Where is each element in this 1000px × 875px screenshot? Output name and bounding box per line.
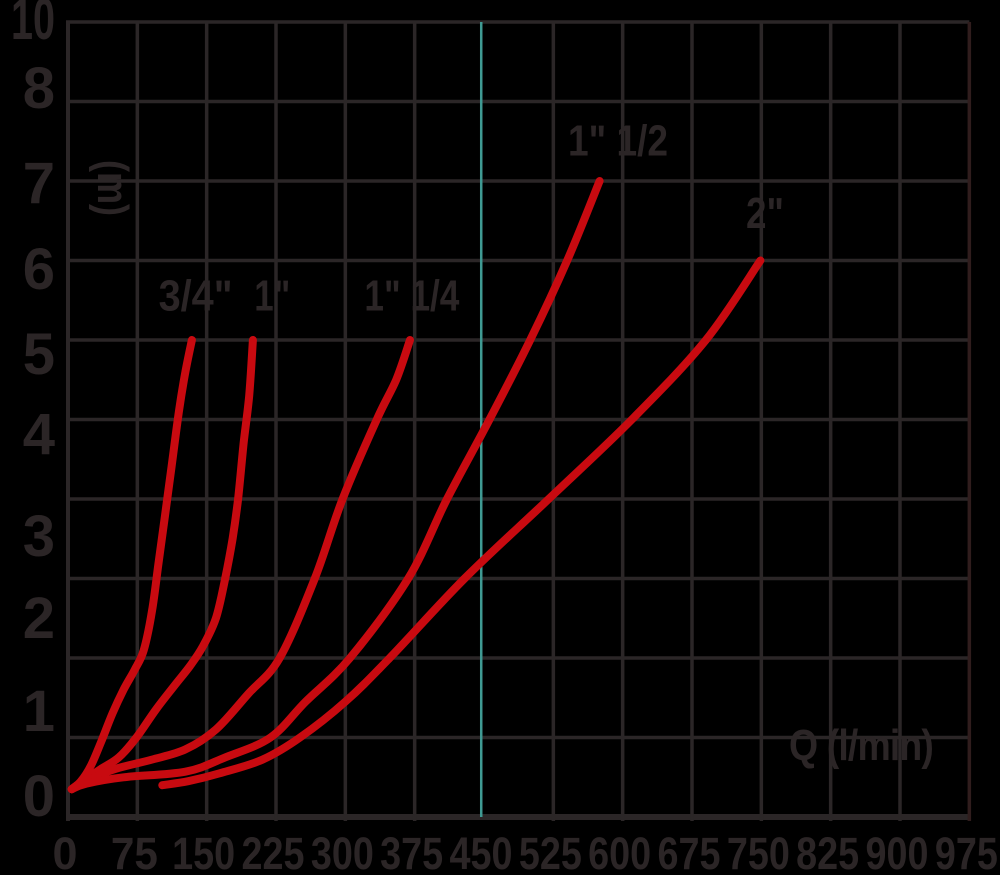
x-tick-label: 675 xyxy=(657,828,720,875)
curve-label-curve-1-1-2-inch: 1" 1/2 xyxy=(568,117,668,166)
x-tick-label: 0 xyxy=(52,828,77,875)
x-tick-label: 150 xyxy=(172,828,235,875)
x-tick-label: 975 xyxy=(935,828,998,875)
curve-label-curve-2-inch: 2" xyxy=(746,189,784,238)
x-tick-label: 300 xyxy=(311,828,374,875)
curve-1-1-2-inch xyxy=(67,177,604,794)
curve-2-inch xyxy=(158,256,765,790)
y-tick-label: 6 xyxy=(23,237,55,302)
y-tick-label: 4 xyxy=(23,402,55,467)
curve-1-inch xyxy=(67,336,257,794)
curve-label-curve-3-4-inch: 3/4" xyxy=(159,272,233,321)
y-tick-label: 1 xyxy=(23,679,55,744)
y-tick-label: 10 xyxy=(11,0,55,52)
x-tick-label: 450 xyxy=(449,828,512,875)
x-tick-label: 900 xyxy=(865,828,928,875)
x-tick-label: 225 xyxy=(241,828,304,875)
y-tick-label: 5 xyxy=(23,322,55,387)
y-tick-label: 8 xyxy=(23,56,55,121)
y-tick-label: 7 xyxy=(23,151,55,216)
x-tick-label: 600 xyxy=(588,828,651,875)
x-tick-label: 375 xyxy=(380,828,443,875)
y-axis-title: (m) xyxy=(88,159,137,217)
y-tick-label: 2 xyxy=(23,586,55,651)
y-tick-label: 3 xyxy=(23,504,55,569)
x-tick-label: 75 xyxy=(111,828,158,875)
x-axis-title: Q (l/min) xyxy=(788,721,934,770)
x-tick-label: 525 xyxy=(519,828,582,875)
x-tick-label: 750 xyxy=(727,828,790,875)
y-tick-label: 0 xyxy=(23,764,55,829)
curve-3-4-inch xyxy=(67,336,196,794)
curve-label-curve-1-inch: 1" xyxy=(254,272,290,321)
curve-label-curve-1-1-4-inch: 1" 1/4 xyxy=(364,272,459,321)
curve-1-1-4-inch xyxy=(67,336,414,794)
x-tick-label: 825 xyxy=(796,828,859,875)
